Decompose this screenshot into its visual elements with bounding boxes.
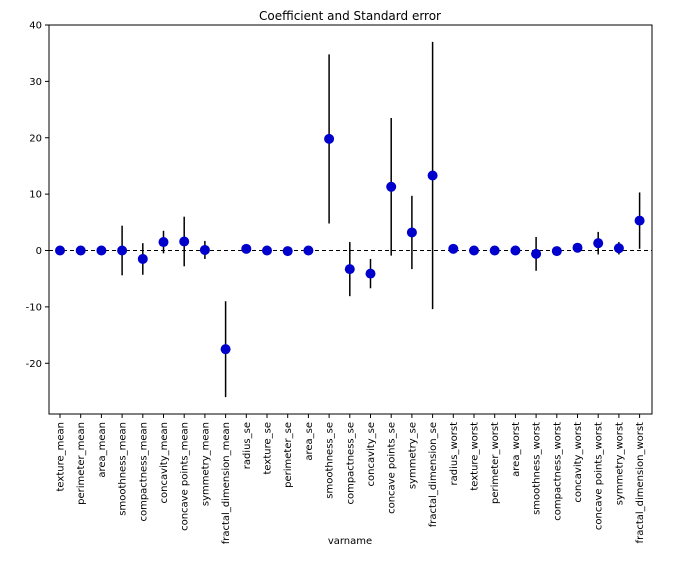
- data-point: [199, 244, 210, 255]
- x-tick-label: area_worst: [511, 422, 522, 477]
- x-tick-label: smoothness_worst: [532, 422, 543, 515]
- data-point: [344, 264, 355, 275]
- data-point: [634, 215, 645, 226]
- y-tick-label: -10: [26, 302, 42, 313]
- x-tick-label: area_se: [304, 422, 315, 461]
- data-point: [96, 245, 107, 256]
- y-tick-label: -20: [26, 359, 42, 370]
- data-point: [137, 253, 148, 264]
- data-point: [531, 248, 542, 259]
- data-point: [427, 170, 438, 181]
- x-axis-label: varname: [328, 536, 372, 547]
- x-tick-label: concavity_worst: [573, 422, 584, 503]
- x-tick-label: area_mean: [97, 422, 108, 478]
- data-point: [303, 245, 314, 256]
- x-tick-label: texture_se: [263, 422, 274, 474]
- y-tick-label: 40: [29, 21, 42, 32]
- data-point: [324, 133, 335, 144]
- data-point: [572, 242, 583, 253]
- errorbars: [121, 41, 641, 398]
- x-tick-label: perimeter_worst: [490, 422, 501, 504]
- data-point: [117, 245, 128, 256]
- y-tick-label: 10: [29, 190, 42, 201]
- y-tick-label: 20: [29, 133, 42, 144]
- y-tick-label: 0: [36, 246, 42, 257]
- x-tick-label: concave points_se: [387, 422, 398, 514]
- data-point: [448, 243, 459, 254]
- data-point: [365, 268, 376, 279]
- data-point: [158, 237, 169, 248]
- plot-area-frame: [48, 24, 653, 415]
- y-tick-label: 30: [29, 77, 42, 88]
- x-tick-label: compactness_worst: [552, 422, 563, 521]
- x-tick-label: symmetry_worst: [614, 422, 625, 505]
- x-tick-label: compactness_mean: [138, 422, 149, 522]
- data-point: [75, 245, 86, 256]
- x-tick-label: concave points_worst: [594, 422, 605, 530]
- x-tick-label: radius_worst: [449, 422, 460, 486]
- y-axis: 40 30 20 10 0 -10 -20: [26, 21, 49, 370]
- x-tick-label: fractal_dimension_worst: [635, 422, 646, 544]
- x-tick-label: perimeter_mean: [76, 422, 87, 505]
- data-point: [386, 181, 397, 192]
- data-point: [282, 246, 293, 257]
- data-point: [469, 245, 479, 256]
- data-point: [262, 245, 272, 256]
- data-point: [406, 227, 417, 238]
- x-tick-label: symmetry_se: [407, 422, 418, 489]
- data-point: [551, 246, 562, 257]
- data-point: [241, 243, 252, 254]
- chart-title: Coefficient and Standard error: [259, 9, 441, 23]
- data-point: [489, 245, 500, 256]
- data-point: [55, 245, 65, 256]
- x-tick-label: symmetry_mean: [200, 422, 211, 506]
- x-tick-label: texture_worst: [470, 422, 481, 491]
- x-tick-label: radius_se: [242, 422, 253, 469]
- x-axis: texture_mean perimeter_mean area_mean smoot…: [56, 414, 646, 544]
- x-tick-label: smoothness_mean: [118, 422, 129, 516]
- x-tick-label: concavity_se: [366, 422, 377, 486]
- x-tick-label: texture_mean: [56, 422, 67, 491]
- data-point: [613, 243, 624, 254]
- x-tick-label: compactness_se: [345, 422, 356, 505]
- data-points: [55, 133, 645, 355]
- data-point: [593, 238, 604, 249]
- x-tick-label: perimeter_se: [283, 422, 294, 488]
- x-tick-label: fractal_dimension_mean: [221, 422, 232, 544]
- x-tick-label: concave points_mean: [180, 422, 191, 531]
- data-point: [179, 236, 190, 247]
- x-tick-label: concavity_mean: [159, 422, 170, 503]
- data-point: [510, 245, 521, 256]
- x-tick-label: fractal_dimension_se: [428, 422, 439, 527]
- x-tick-label: smoothness_se: [325, 422, 336, 499]
- data-point: [220, 344, 231, 355]
